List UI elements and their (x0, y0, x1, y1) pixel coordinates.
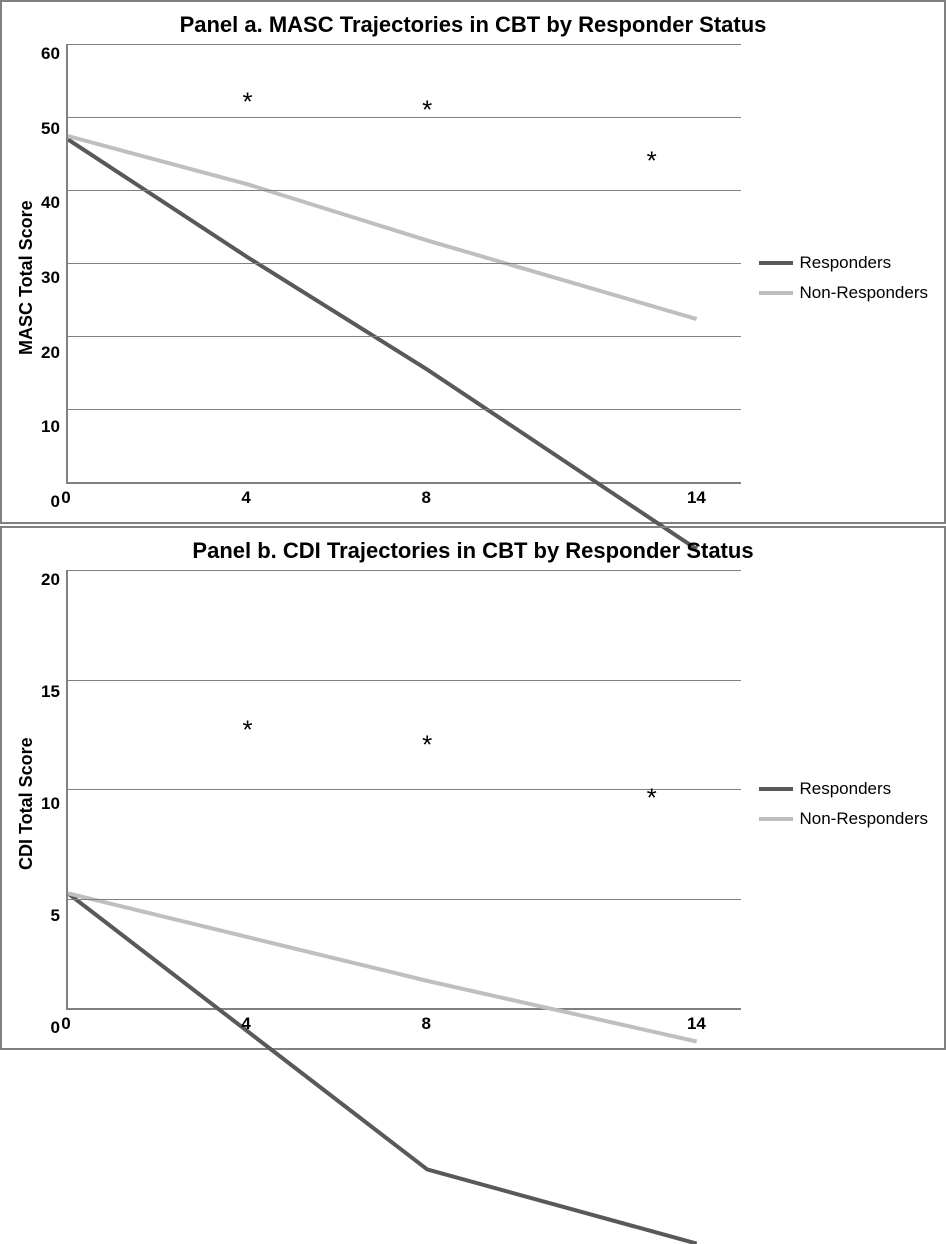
panel-b-ylabel: CDI Total Score (12, 570, 41, 1038)
ytick: 20 (41, 570, 60, 590)
legend-label: Non-Responders (799, 809, 928, 829)
panel-b: Panel b. CDI Trajectories in CBT by Resp… (0, 526, 946, 1050)
legend-label: Responders (799, 253, 891, 273)
gridline (68, 263, 742, 264)
xtick: 14 (687, 488, 706, 508)
ytick: 0 (50, 1018, 59, 1038)
panel-a-chart: MASC Total Score 60 50 40 30 20 10 0 ***… (12, 44, 934, 512)
legend-swatch (759, 817, 793, 821)
panel-b-plot-area: * * * (66, 570, 742, 1010)
xtick: 8 (421, 1014, 430, 1034)
panel-b-yticks: 20 15 10 5 0 (41, 570, 66, 1038)
legend-label: Non-Responders (799, 283, 928, 303)
panel-b-chart: CDI Total Score 20 15 10 5 0 * * * 0 4 8 14 R… (12, 570, 934, 1038)
figure-container: Panel a. MASC Trajectories in CBT by Res… (0, 0, 946, 1050)
panel-a-yticks: 60 50 40 30 20 10 0 (41, 44, 66, 512)
panel-b-xticks: 04814 (66, 1010, 742, 1038)
significance-star: * (422, 94, 432, 125)
panel-b-title: Panel b. CDI Trajectories in CBT by Resp… (12, 538, 934, 564)
xtick: 0 (61, 1014, 70, 1034)
gridline (68, 44, 742, 45)
panel-a-legend: Responders Non-Responders (741, 44, 934, 512)
ytick: 10 (41, 794, 60, 814)
gridline (68, 680, 742, 681)
significance-star: * (242, 87, 252, 118)
series-line (68, 893, 697, 1243)
legend-item-responders: Responders (759, 779, 928, 799)
series-line (68, 136, 697, 319)
panel-a: Panel a. MASC Trajectories in CBT by Res… (0, 0, 946, 524)
significance-star: * (647, 782, 657, 813)
gridline (68, 570, 742, 571)
panel-a-ylabel: MASC Total Score (12, 44, 41, 512)
legend-label: Responders (799, 779, 891, 799)
legend-item-responders: Responders (759, 253, 928, 273)
legend-item-nonresponders: Non-Responders (759, 809, 928, 829)
panel-a-xticks: 04814 (66, 484, 742, 512)
legend-swatch (759, 291, 793, 295)
legend-item-nonresponders: Non-Responders (759, 283, 928, 303)
xtick: 4 (241, 1014, 250, 1034)
panel-b-plot-column: *** 04814 (66, 570, 742, 1038)
significance-star: * (242, 714, 252, 745)
panel-a-plot-area: * * * (66, 44, 742, 484)
panel-b-lines (68, 570, 742, 1244)
legend-swatch (759, 787, 793, 791)
ytick: 5 (50, 906, 59, 926)
gridline (68, 789, 742, 790)
xtick: 8 (421, 488, 430, 508)
legend-swatch (759, 261, 793, 265)
panel-a-title: Panel a. MASC Trajectories in CBT by Res… (12, 12, 934, 38)
ytick: 30 (41, 268, 60, 288)
xtick: 0 (61, 488, 70, 508)
ytick: 0 (50, 492, 59, 512)
significance-star: * (647, 145, 657, 176)
ytick: 50 (41, 119, 60, 139)
ytick: 20 (41, 343, 60, 363)
xtick: 4 (241, 488, 250, 508)
panel-a-plot-column: *** 04814 (66, 44, 742, 512)
panel-b-legend: Responders Non-Responders (741, 570, 934, 1038)
ytick: 15 (41, 682, 60, 702)
ytick: 10 (41, 417, 60, 437)
gridline (68, 190, 742, 191)
xtick: 14 (687, 1014, 706, 1034)
significance-star: * (422, 730, 432, 761)
ytick: 40 (41, 193, 60, 213)
ytick: 60 (41, 44, 60, 64)
gridline (68, 336, 742, 337)
gridline (68, 409, 742, 410)
gridline (68, 117, 742, 118)
gridline (68, 899, 742, 900)
